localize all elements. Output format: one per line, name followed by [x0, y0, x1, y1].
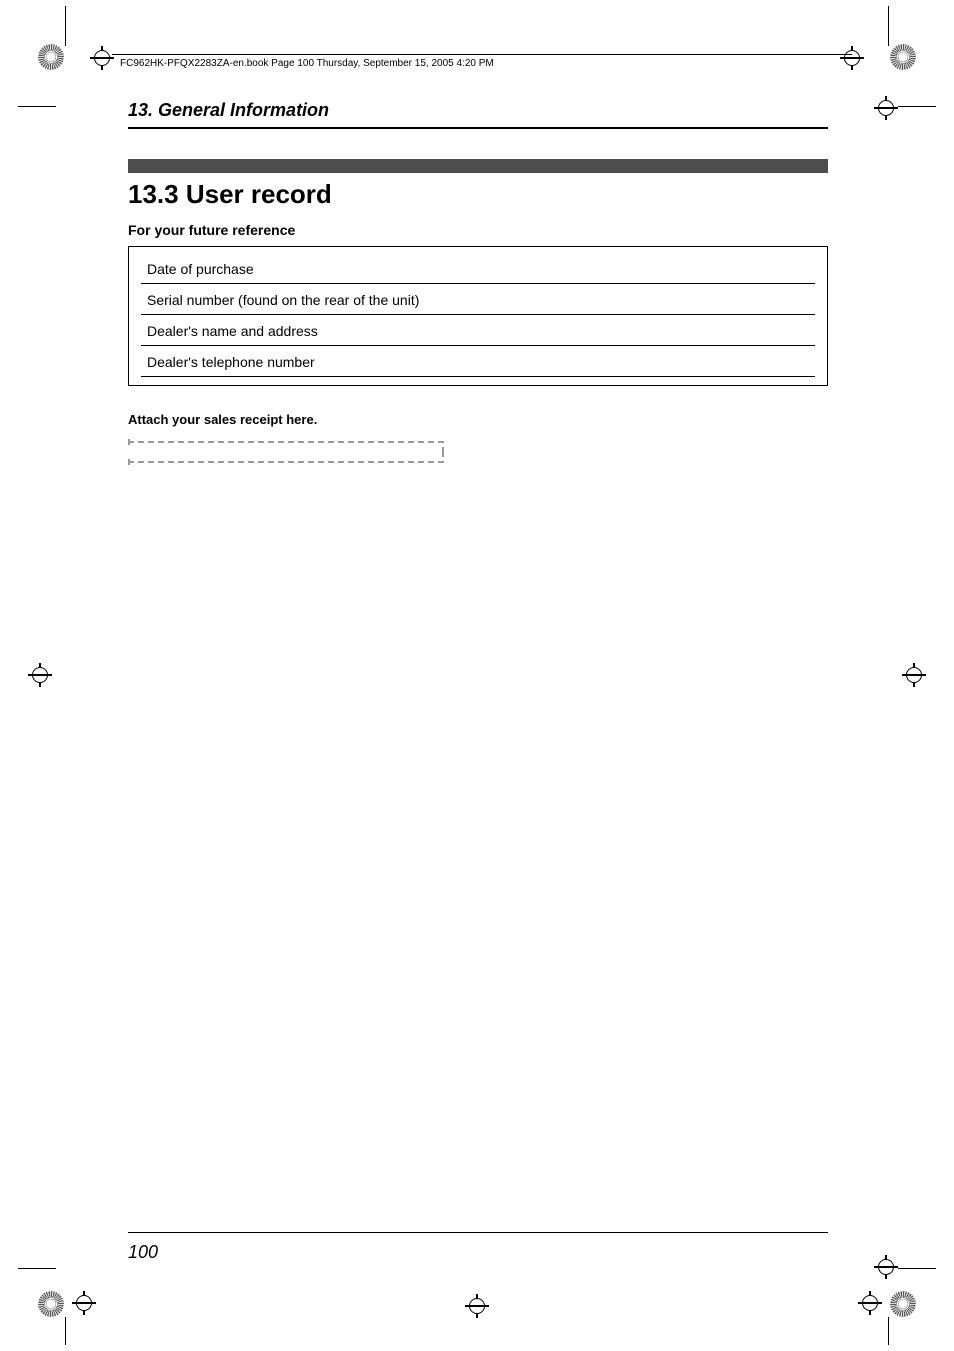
footer-rule	[128, 1232, 828, 1233]
doc-header-text: FC962HK-PFQX2283ZA-en.book Page 100 Thur…	[120, 58, 494, 69]
record-row-serial: Serial number (found on the rear of the …	[129, 284, 827, 312]
trim-mark	[898, 106, 936, 107]
page-content: 13. General Information 13.3 User record…	[128, 100, 828, 463]
crosshair-icon	[874, 96, 898, 120]
trim-mark	[65, 1317, 66, 1345]
trim-mark	[888, 6, 889, 46]
crosshair-icon	[874, 1255, 898, 1279]
receipt-placeholder-box	[128, 441, 444, 463]
doc-header-rule	[112, 54, 852, 55]
trim-mark	[888, 1317, 889, 1345]
registration-mark-icon	[38, 1291, 64, 1317]
trim-mark	[18, 1268, 56, 1269]
record-row-dealer-phone: Dealer's telephone number	[129, 346, 827, 374]
trim-mark	[898, 1268, 936, 1269]
record-row-dealer-name: Dealer's name and address	[129, 315, 827, 343]
section-heading: 13.3 User record	[128, 179, 828, 210]
trim-mark	[18, 106, 56, 107]
crosshair-icon	[858, 1291, 882, 1315]
subheading: For your future reference	[128, 222, 828, 238]
section-underline	[128, 127, 828, 129]
crosshair-icon	[465, 1294, 489, 1318]
crosshair-icon	[90, 46, 114, 70]
record-row-date: Date of purchase	[129, 253, 827, 281]
crosshair-icon	[902, 663, 926, 687]
crosshair-icon	[72, 1291, 96, 1315]
crosshair-icon	[28, 663, 52, 687]
attach-receipt-label: Attach your sales receipt here.	[128, 412, 828, 427]
registration-mark-icon	[890, 44, 916, 70]
user-record-box: Date of purchase Serial number (found on…	[128, 246, 828, 386]
crosshair-icon	[840, 46, 864, 70]
section-label: 13. General Information	[128, 100, 828, 125]
trim-mark	[65, 6, 66, 46]
heading-bar	[128, 159, 828, 173]
registration-mark-icon	[38, 44, 64, 70]
registration-mark-icon	[890, 1291, 916, 1317]
divider	[141, 376, 815, 377]
page-number: 100	[128, 1242, 158, 1263]
